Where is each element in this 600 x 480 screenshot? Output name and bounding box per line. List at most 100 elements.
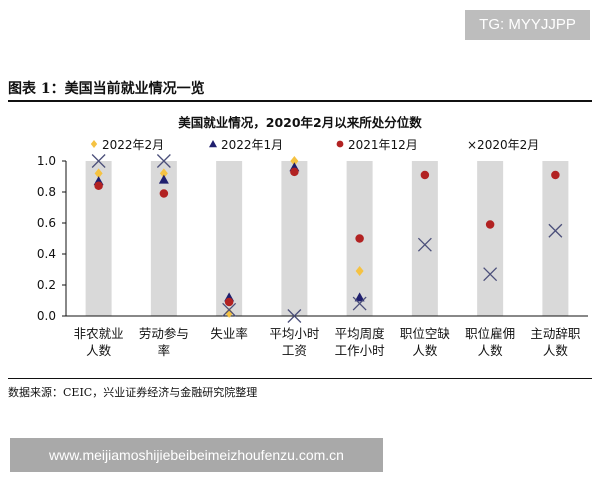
category-band [150,161,177,316]
source-note: 数据来源：CEIC，兴业证券经济与金融研究院整理 [8,386,258,399]
data-point [225,307,234,318]
category-band [281,161,308,316]
data-point [417,237,432,252]
data-point [158,174,169,184]
legend-item: 2021年12月 [336,138,418,152]
data-point [355,234,364,243]
category-bands [85,161,569,316]
legend-label: ×2020年2月 [467,138,539,152]
data-point [94,168,103,179]
data-point [551,170,560,180]
x-category-label: 人数 [86,343,112,358]
x-category-label: 平均周度 [335,326,386,341]
marker-x [483,267,498,282]
series-group [94,167,560,307]
marker-x [156,154,171,168]
marker-circle [336,140,344,148]
marker-x [548,223,563,238]
x-category-label: 失业率 [210,326,248,341]
y-tick-label: 1.0 [37,154,56,168]
marker-triangle [209,140,217,148]
chart-axes [65,161,588,317]
y-tick-label: 0.8 [37,185,56,199]
data-point [483,267,498,282]
data-point [420,170,430,180]
data-point [94,181,103,191]
marker-diamond [90,140,98,148]
legend-label: 2022年1月 [221,138,283,152]
chart-title: 美国就业情况，2020年2月以来所处分位数 [178,115,422,130]
marker-x [417,237,432,252]
data-point [224,297,234,307]
marker-x [287,309,302,323]
x-category-label: 人数 [478,343,504,358]
data-point [159,168,168,179]
marker-circle [551,170,560,180]
legend-label: 2022年2月 [102,138,164,152]
marker-circle [420,170,430,180]
marker-diamond [225,307,234,318]
category-band [216,161,243,316]
data-point [287,309,302,323]
series-group [94,156,364,318]
x-category-label: 主动辞职 [530,326,580,341]
marker-diamond [355,266,364,277]
data-point [352,296,367,311]
marker-circle [485,220,495,229]
y-tick-label: 0.4 [37,247,56,261]
marker-circle [290,167,299,177]
marker-x [91,154,106,168]
marker-diamond [94,168,103,179]
y-tick-label: 0.6 [37,216,56,230]
x-category-label: 工资 [282,343,307,358]
marker-circle [355,234,364,243]
series-group [91,154,563,323]
y-tick-label: 0.2 [37,278,56,292]
legend-item: ×2020年2月 [467,138,539,152]
marker-circle [94,181,103,191]
data-point [156,154,171,168]
data-points [91,154,563,323]
x-category-label: 平均小时 [269,326,320,341]
data-point [355,266,364,277]
data-point [222,302,237,317]
marker-circle [159,189,169,198]
footer-url-bar: www.meijiamoshijiebeibeimeizhoufenzu.com… [10,438,383,472]
category-band [542,161,569,316]
legend-label: 2021年12月 [348,138,418,152]
data-point [548,223,563,238]
data-point [91,154,106,168]
top-rule [8,100,592,102]
marker-diamond [159,168,168,179]
y-tick-label: 0.0 [37,309,56,323]
marker-x [222,302,237,317]
marker-diamond [290,156,299,166]
x-category-label: 职位空缺 [400,326,451,341]
x-category-label: 工作小时 [335,343,386,358]
category-band [411,161,438,316]
x-category-label: 职位雇佣 [465,326,515,341]
legend-item: 2022年1月 [209,138,283,152]
marker-x [352,296,367,311]
x-category-label: 劳动参与 [139,326,189,341]
legend-item: 2022年2月 [90,138,164,152]
x-category-label: 率 [158,343,171,358]
y-axis-ticks: 0.0 0.2 0.4 0.6 0.8 1.0 [37,154,66,323]
figure-title: 图表 1：美国当前就业情况一览 [8,81,205,97]
bottom-rule [8,378,592,379]
marker-triangle [354,292,365,302]
data-point [485,220,495,229]
watermark-badge: TG: MYYJJPP [465,10,590,40]
marker-circle [224,297,234,307]
chart-legend: 2022年2月 2022年1月 2021年12月 ×2020年2月 [90,138,539,152]
category-band [477,161,504,316]
marker-triangle [158,174,169,184]
data-point [290,167,299,177]
data-point [159,189,169,198]
data-point [290,156,299,166]
x-category-label: 人数 [543,343,569,358]
x-category-label: 非农就业 [74,326,124,341]
x-category-label: 人数 [412,343,438,358]
